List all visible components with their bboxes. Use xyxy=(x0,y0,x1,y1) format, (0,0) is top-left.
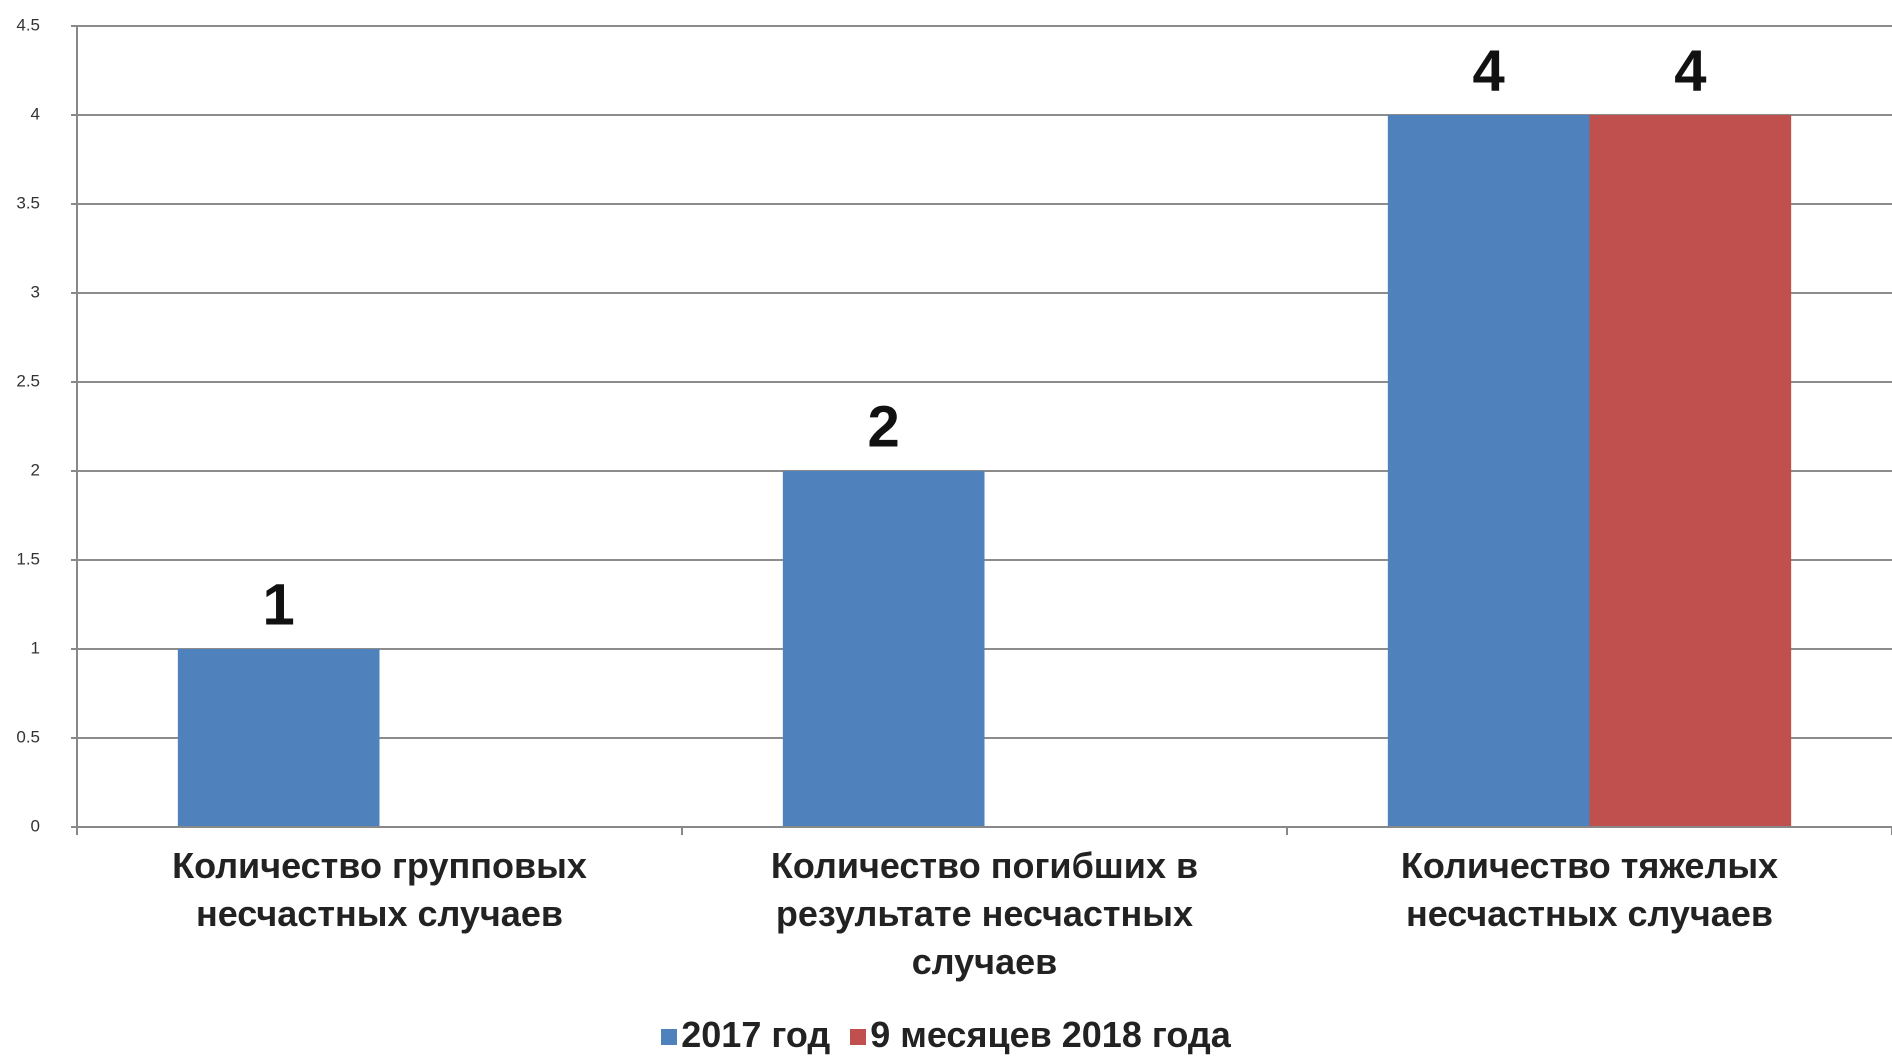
y-tick-label: 0.5 xyxy=(16,727,40,746)
y-tick-label: 3.5 xyxy=(16,193,40,212)
y-tick-label: 1.5 xyxy=(16,549,40,568)
data-label: 2 xyxy=(868,394,900,459)
y-tick-label: 2 xyxy=(31,460,40,479)
bar xyxy=(1589,115,1792,827)
x-tick-label: Количество групповых несчастных случаев xyxy=(172,845,587,934)
y-tick-label: 0 xyxy=(31,816,40,835)
x-tick-label: Количество тяжелых несчастных случаев xyxy=(1400,845,1779,934)
data-label: 4 xyxy=(1473,38,1505,103)
y-tick-label: 3 xyxy=(31,282,40,301)
x-tick-label: Количество погибших в результате несчаст… xyxy=(770,845,1199,982)
legend-item: 9 месяцев 2018 года xyxy=(850,1014,1231,1056)
y-tick-label: 4 xyxy=(31,104,40,123)
data-label: 1 xyxy=(263,572,295,637)
legend-swatch xyxy=(850,1029,867,1046)
bar xyxy=(782,471,985,827)
bar xyxy=(177,649,380,827)
y-tick-label: 1 xyxy=(31,638,40,657)
legend-item: 2017 год xyxy=(661,1014,830,1056)
y-tick-label: 2.5 xyxy=(16,371,40,390)
bar xyxy=(1387,115,1590,827)
legend-label: 9 месяцев 2018 года xyxy=(870,1014,1231,1055)
legend: 2017 год 9 месяцев 2018 года xyxy=(0,1014,1892,1056)
y-tick-label: 4.5 xyxy=(16,15,40,34)
data-label: 4 xyxy=(1674,38,1706,103)
legend-swatch xyxy=(661,1029,678,1046)
legend-label: 2017 год xyxy=(681,1014,831,1055)
